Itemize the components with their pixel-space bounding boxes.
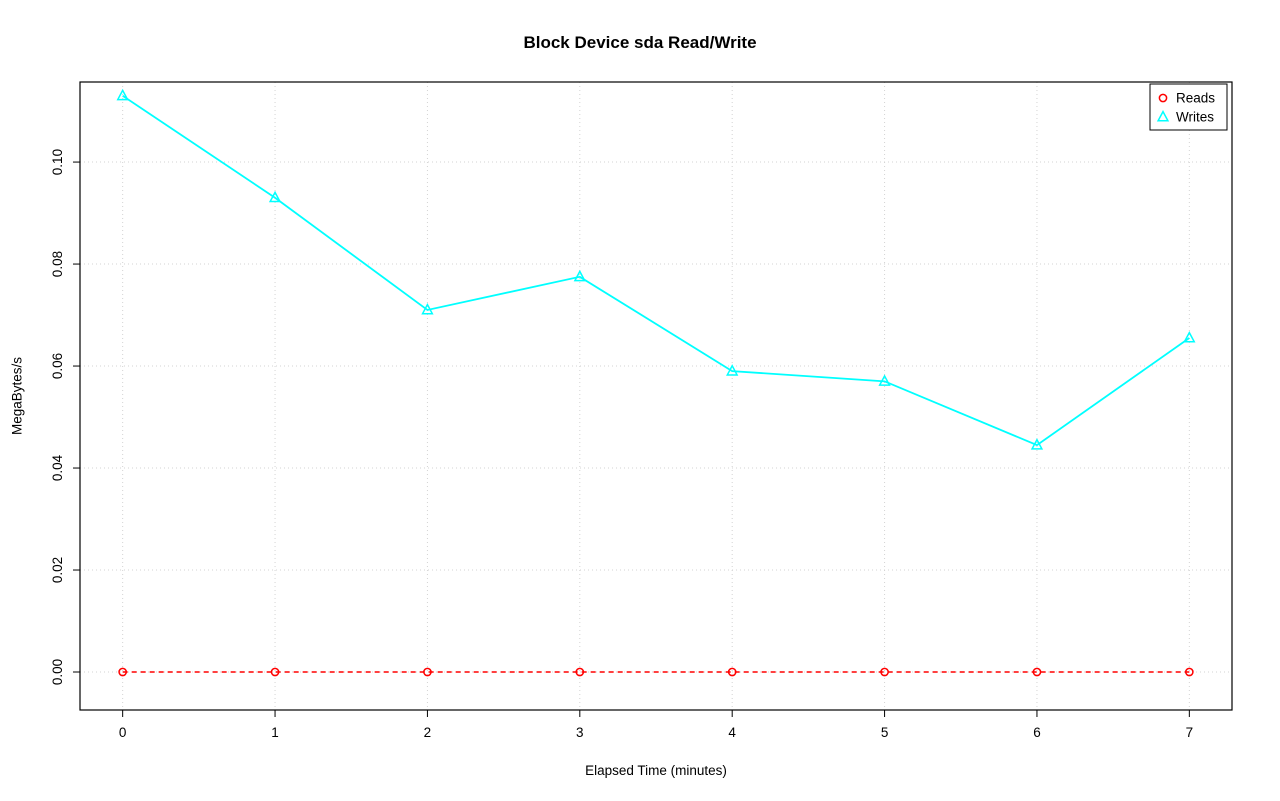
data-point-marker (268, 190, 282, 203)
data-point-marker (1030, 438, 1044, 450)
data-point-marker (1032, 667, 1042, 677)
data-point-marker (573, 269, 586, 282)
chart-title: Block Device sda Read/Write (523, 33, 757, 52)
y-axis-label: MegaBytes/s (9, 356, 25, 436)
data-point-marker (270, 667, 280, 677)
x-tick-label: 6 (1033, 725, 1041, 740)
x-tick-label: 0 (119, 725, 127, 740)
x-tick-label: 2 (424, 725, 432, 740)
x-axis-label: Elapsed Time (minutes) (585, 763, 727, 778)
data-point-marker (118, 667, 128, 677)
plot-border (79, 81, 1233, 711)
legend: Reads Writes (1149, 83, 1228, 131)
y-tick-label: 0.10 (50, 149, 65, 175)
x-tick-label: 7 (1186, 725, 1194, 740)
y-tick-label: 0.02 (50, 557, 65, 583)
data-point-marker (575, 667, 585, 677)
grid (80, 82, 1232, 710)
legend-label: Reads (1176, 91, 1215, 106)
data-point-marker (423, 667, 432, 677)
data-point-marker (1158, 93, 1168, 103)
data-point-marker (1156, 110, 1170, 122)
x-tick-label: 3 (576, 725, 584, 740)
data-point-marker (421, 302, 434, 315)
reads-series (118, 667, 1194, 677)
y-tick-label: 0.06 (50, 353, 65, 379)
data-point-marker (116, 88, 129, 101)
x-tick-label: 5 (881, 725, 889, 740)
data-point-marker (727, 667, 737, 677)
legend-box (1149, 83, 1228, 131)
data-point-marker (878, 374, 891, 386)
data-point-marker (880, 667, 889, 677)
y-tick-label: 0.04 (50, 454, 65, 481)
y-tick-label: 0.00 (50, 659, 65, 685)
data-point-marker (1184, 667, 1194, 677)
y-axis: 0.00 0.02 0.04 0.06 0.08 0.10 (50, 149, 80, 685)
y-tick-label: 0.08 (50, 251, 65, 277)
data-point-marker (1183, 330, 1196, 343)
legend-label: Writes (1176, 110, 1214, 125)
x-tick-label: 1 (271, 725, 279, 740)
x-axis: 0 1 2 3 4 5 6 7 (119, 710, 1193, 740)
writes-series-line (122, 95, 1190, 447)
writes-series (116, 88, 1196, 450)
data-point-marker (726, 364, 739, 376)
x-tick-label: 4 (728, 725, 736, 740)
